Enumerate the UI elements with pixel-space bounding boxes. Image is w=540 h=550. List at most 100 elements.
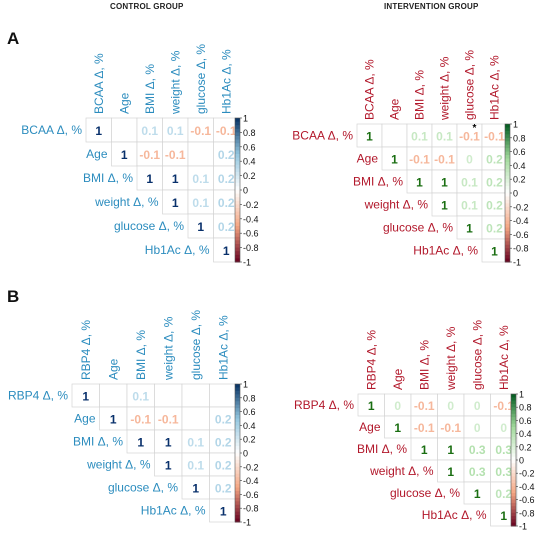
corr-value: -0.1 <box>158 413 179 427</box>
corr-value: 0.2 <box>495 487 512 501</box>
colorbar-segment <box>511 440 516 444</box>
colorbar-segment <box>511 407 516 411</box>
corr-value: 1 <box>368 399 375 413</box>
colorbar-segment <box>235 168 240 173</box>
colorbar-segment <box>511 413 516 418</box>
colorbar-segment <box>235 229 240 234</box>
colorbar-segment <box>235 186 240 191</box>
colorbar-segment <box>505 244 510 249</box>
colorbar-segment <box>505 144 510 149</box>
colorbar-tick-label: -0.2 <box>243 200 259 210</box>
colorbar-segment <box>505 255 510 260</box>
colorbar-segment <box>505 220 510 225</box>
column-label: Hb1Ac Δ, % <box>497 325 511 390</box>
column-label: Age <box>388 98 402 120</box>
row-label: glucose Δ, % <box>390 486 460 500</box>
colorbar-segment <box>235 208 240 213</box>
corr-value: 1 <box>391 153 398 167</box>
colorbar-segment <box>505 134 510 139</box>
row-label: glucose Δ, % <box>114 219 184 233</box>
colorbar-tick-label: -0.8 <box>519 508 535 518</box>
corr-value: 0 <box>447 399 454 413</box>
corrplot-B-control: RBP4 Δ, % Age BMI Δ, % weight Δ, % glucose Δ… <box>8 310 259 528</box>
colorbar-segment <box>235 154 240 159</box>
colorbar-segment <box>505 189 510 194</box>
corr-value: 0.3 <box>495 465 512 479</box>
colorbar-segment <box>235 515 240 520</box>
colorbar-segment <box>511 436 516 441</box>
colorbar-segment <box>511 427 516 431</box>
colorbar-segment <box>235 421 240 426</box>
colorbar-segment <box>235 459 240 464</box>
row-label: RBP4 Δ, % <box>8 389 68 403</box>
colorbar-segment <box>511 420 516 425</box>
colorbar-segment <box>235 435 240 440</box>
colorbar-segment <box>511 443 516 448</box>
corr-value: 0 <box>474 421 481 435</box>
colorbar-segment <box>505 124 510 128</box>
corr-cell <box>85 117 112 143</box>
colorbar-tick-label: 0.8 <box>243 128 256 138</box>
colorbar-segment <box>505 203 510 208</box>
colorbar-segment <box>235 258 240 263</box>
colorbar-segment <box>505 165 510 170</box>
column-label: BCAA Δ, % <box>92 53 106 114</box>
colorbar-tick-label: -0.4 <box>243 214 259 224</box>
colorbar-tick-label: 1 <box>513 120 518 130</box>
corr-value: 1 <box>95 124 102 138</box>
colorbar-segment <box>235 411 240 416</box>
corr-value: -0.1 <box>414 399 435 413</box>
corr-value: 1 <box>500 509 507 523</box>
colorbar-tick-label: -1 <box>243 258 251 268</box>
colorbar-segment <box>235 121 240 126</box>
colorbar-segment <box>511 502 516 507</box>
corr-cell <box>136 165 163 191</box>
corr-value: 1 <box>466 222 473 236</box>
colorbar-segment <box>511 466 516 471</box>
colorbar-segment <box>505 155 510 159</box>
colorbar-tick-label: -0.2 <box>513 202 529 212</box>
colorbar-tick-label: 0.8 <box>519 403 532 413</box>
colorbar-tick-label: 0.8 <box>243 393 256 403</box>
colorbar-segment <box>235 215 240 220</box>
colorbar-segment <box>235 157 240 162</box>
corr-cell <box>162 189 189 215</box>
colorbar-tick-label: -0.4 <box>513 216 529 226</box>
colorbar-segment <box>235 473 240 478</box>
colorbar-segment <box>235 394 240 399</box>
colorbar-segment <box>505 193 510 197</box>
colorbar-segment <box>505 141 510 146</box>
corr-value: 0 <box>394 399 401 413</box>
colorbar-segment <box>235 251 240 256</box>
colorbar-segment <box>505 241 510 246</box>
colorbar-segment <box>235 415 240 419</box>
colorbar-segment <box>505 148 510 153</box>
colorbar-segment <box>505 217 510 222</box>
row-label: Age <box>357 152 379 166</box>
colorbar-segment <box>235 254 240 259</box>
corr-value: 1 <box>121 148 128 162</box>
colorbar-tick-label: 0.2 <box>243 171 256 181</box>
colorbar-segment <box>235 408 240 413</box>
row-label: BCAA Δ, % <box>292 129 353 143</box>
colorbar-tick-label: 0.6 <box>519 416 532 426</box>
colorbar-segment <box>235 384 240 388</box>
colorbar-segment <box>505 213 510 218</box>
corr-value: 1 <box>110 413 117 427</box>
corr-value: 1 <box>137 436 144 450</box>
corr-value: 0.2 <box>486 199 503 213</box>
colorbar-segment <box>511 463 516 468</box>
corr-value: 0.1 <box>187 436 204 450</box>
corr-cell <box>187 165 214 191</box>
corr-value: 0.3 <box>495 443 512 457</box>
colorbar-tick-label: 0 <box>243 449 248 459</box>
corr-value: -0.1 <box>414 421 435 435</box>
colorbar-segment <box>511 506 516 510</box>
colorbar-tick-label: -0.2 <box>519 469 535 479</box>
colorbar-segment <box>505 158 510 163</box>
colorbar-tick-label: -0.6 <box>519 495 535 505</box>
colorbar-segment <box>235 504 240 509</box>
row-label: Age <box>359 420 381 434</box>
colorbar-segment <box>235 139 240 144</box>
corr-value: 0.1 <box>192 172 209 186</box>
